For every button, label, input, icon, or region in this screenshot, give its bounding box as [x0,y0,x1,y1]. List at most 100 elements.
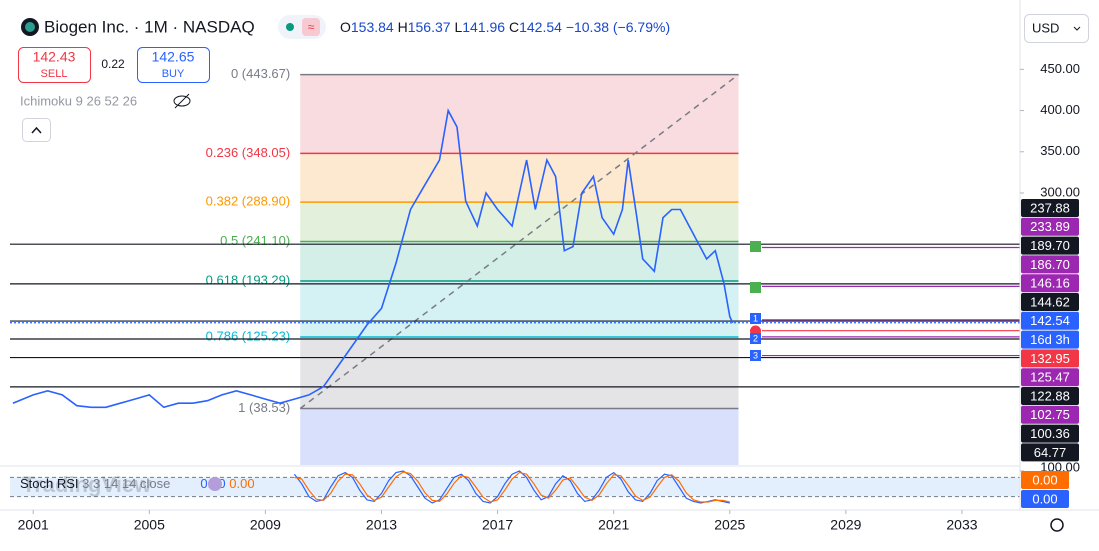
check-marker [750,241,761,252]
stoch-tag-label: 0.00 [1032,491,1057,506]
sell-price: 142.43 [33,49,76,65]
main-layer [10,108,1020,504]
price-tag-label: 146.16 [1030,276,1070,291]
order-marker [750,333,761,344]
stoch-icon[interactable] [208,477,222,491]
price-line-series [12,108,734,409]
fib-label: 0.786 (125.23) [206,328,291,343]
price-tag [1021,368,1079,387]
fib-label: 0.236 (348.05) [206,145,291,160]
price-tag [1021,330,1079,349]
buy-label: BUY [162,68,185,80]
price-tag-label: 186.70 [1030,257,1070,272]
price-tag-label: 233.89 [1030,219,1070,234]
fib-layer: 0 (443.67) 0.236 (348.05) 0.382 (288.90) 0.… [206,66,739,465]
x-tick-label: 2029 [830,517,861,533]
stoch-band [10,477,1020,497]
symbol-title: Biogen Inc. · 1M · NASDAQ [44,17,255,36]
collapse-button[interactable] [22,118,51,142]
fib-label: 0.5 (241.10) [220,233,290,248]
order-marker-label: 1 [753,313,758,323]
price-tag [1021,405,1079,424]
price-tag [1021,293,1079,311]
watermark: TradingView [22,472,152,497]
overlay-layer: Biogen Inc. · 1M · NASDAQ ≈ O153.84 H156… [0,0,1099,533]
fib-zone [300,241,739,281]
currency-label: USD [1032,20,1059,35]
y-tick-label: 300.00 [1040,184,1080,199]
fib-zone [300,280,739,338]
x-tick-label: 2017 [482,517,513,533]
fib-label: 0.382 (288.90) [206,194,291,209]
fib-label: 1 (38.53) [238,400,290,415]
stoch-tag [1021,490,1069,508]
fib-zone [300,202,739,242]
stoch-tag [1021,471,1069,489]
settings-icon[interactable] [1050,518,1064,532]
fib-zone [300,337,739,409]
order-marker [750,313,761,324]
price-tag [1021,387,1079,405]
price-tag-label: 144.62 [1030,294,1070,309]
status-icon-glyph: ≈ [308,20,315,34]
x-tick-label: 2013 [366,517,397,533]
sell-button[interactable] [18,47,91,83]
price-tag [1021,217,1079,236]
status-icon [302,18,320,36]
collapse-arrow [31,126,42,134]
x-tick-label: 2009 [250,517,281,533]
price-tag-label: 132.95 [1030,351,1070,366]
buy-price: 142.65 [152,49,195,65]
x-tick-label: 2001 [18,517,49,533]
order-marker [750,350,761,361]
fib-label: 0 (443.67) [231,66,290,81]
hide-icon[interactable] [173,93,191,109]
price-tag-label: 122.88 [1030,388,1070,403]
logo-inner [25,22,35,32]
price-tag [1021,236,1079,255]
fib-trend-line [299,73,739,410]
price-tag-label: 100.36 [1030,426,1070,441]
price-tag [1021,255,1079,274]
fib-label: 0.618 (193.29) [206,272,291,287]
order-marker-label: 3 [753,350,758,360]
price-tag-label: 125.47 [1030,370,1070,385]
spread: 0.22 [101,57,125,71]
order-marker-label: 2 [753,333,758,343]
y-tick-label: 450.00 [1040,61,1080,76]
status-dot [286,23,294,31]
stoch-line [293,470,730,504]
price-tag-label: 102.75 [1030,407,1070,422]
currency-button[interactable] [1024,14,1089,43]
price-tag [1021,443,1079,462]
x-tick-label: 2033 [946,517,977,533]
price-tag [1021,199,1079,217]
price-tag [1021,424,1079,443]
currency-arrow [1073,26,1081,31]
indicator-label: Ichimoku 9 26 52 26 [20,93,137,108]
x-tick-label: 2025 [714,517,745,533]
stoch-tag-label: 0.00 [1032,472,1057,487]
price-tag [1021,311,1079,330]
check-marker [750,282,761,293]
x-tick-label: 2005 [134,517,165,533]
y-tick-label: 350.00 [1040,143,1080,158]
stoch-y-tick-label: 100.00 [1040,459,1080,474]
order-markers: 1 2 3 [750,241,761,361]
price-tag-label: 237.88 [1030,200,1070,215]
price-tag [1021,349,1079,368]
price-tag-label: 16d 3h [1030,332,1070,347]
price-tag-label: 142.54 [1030,313,1070,328]
y-tick-label: 400.00 [1040,102,1080,117]
fib-zone [300,408,739,465]
stoch-line [294,471,730,503]
price-tag-label: 64.77 [1034,445,1067,460]
fib-zone [300,74,739,154]
sell-label: SELL [41,68,68,80]
x-tick-label: 2021 [598,517,629,533]
price-tag [1021,274,1079,293]
buy-button[interactable] [137,47,210,83]
price-tag-label: 189.70 [1030,238,1070,253]
